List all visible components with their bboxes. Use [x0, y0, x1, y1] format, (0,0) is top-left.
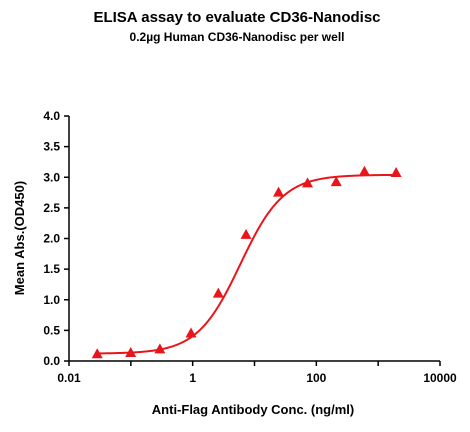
y-tick-label: 4.0 [43, 109, 60, 123]
x-tick-label: 10000 [423, 371, 457, 385]
y-tick-label: 1.0 [43, 293, 60, 307]
y-axis-ticks: 0.0 0.5 1.0 1.5 2.0 2.5 3.0 3.5 4.0 [43, 109, 69, 368]
y-tick-label: 3.0 [43, 170, 60, 184]
x-axis-label: Anti-Flag Antibody Conc. (ng/ml) [152, 402, 354, 417]
data-point-triangle [154, 343, 166, 354]
x-tick-label: 0.01 [57, 371, 81, 385]
y-tick-label: 2.0 [43, 232, 60, 246]
fit-curve [97, 173, 397, 355]
data-point-triangle [91, 348, 103, 359]
data-points [91, 165, 402, 359]
chart-subtitle: 0.2µg Human CD36-Nanodisc per well [130, 30, 345, 44]
data-point-triangle [302, 177, 314, 188]
data-point-triangle [358, 165, 370, 176]
data-point-triangle [212, 287, 224, 298]
y-tick-label: 3.5 [43, 140, 60, 154]
y-tick-label: 1.5 [43, 262, 60, 276]
data-point-triangle [185, 327, 197, 338]
x-axis-ticks: 0.01 1 100 10000 [57, 361, 457, 385]
y-axis-label: Mean Abs.(OD450) [12, 181, 27, 295]
data-point-triangle [273, 186, 285, 197]
x-tick-label: 1 [189, 371, 196, 385]
data-point-triangle [390, 166, 402, 177]
y-tick-label: 2.5 [43, 201, 60, 215]
y-tick-label: 0.5 [43, 323, 60, 337]
y-tick-label: 0.0 [43, 354, 60, 368]
x-tick-label: 100 [306, 371, 326, 385]
chart-title: ELISA assay to evaluate CD36-Nanodisc [93, 9, 380, 26]
data-point-triangle [330, 176, 342, 187]
data-point-triangle [240, 228, 252, 239]
axes [68, 116, 440, 362]
data-point-triangle [125, 347, 137, 358]
